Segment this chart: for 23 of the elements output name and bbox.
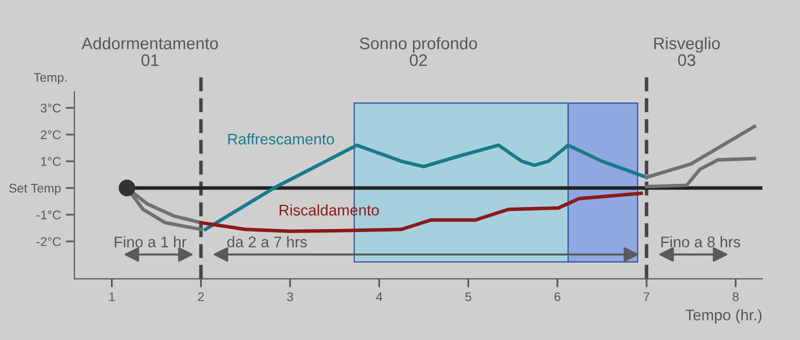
text: Risveglio 03 [654, 37, 720, 66]
annotation: Fino a 8 hrs [661, 236, 740, 248]
y-tick-label: 3°C [40, 104, 61, 112]
x-tick-label: 6 [554, 292, 560, 302]
x-tick-label: 2 [198, 292, 204, 302]
annotation: da 2 a 7 hrs [227, 236, 307, 248]
text: Addormentamento 01 [82, 37, 218, 66]
x-tick-label: 1 [109, 292, 115, 302]
y-tick-label: -2°C [36, 237, 61, 246]
y-tick-label: Set Temp [9, 184, 61, 196]
x-axis-title: Tempo (hr.) [685, 309, 762, 324]
annotation: Fino a 1 hr [114, 236, 186, 248]
x-tick-label: 4 [376, 292, 382, 302]
y-tick-label: 1°C [41, 157, 61, 166]
text: Sonno profondo 02 [360, 37, 478, 66]
y-axis-title: Temp. [34, 73, 66, 84]
y-tick-label: 2°C [40, 130, 61, 140]
x-tick-label: 7 [644, 292, 650, 302]
x-tick-label: 5 [465, 292, 472, 302]
x-tick-label: 8 [732, 292, 739, 302]
y-tick-label: -1°C [36, 210, 61, 220]
x-tick-label: 3 [287, 292, 293, 302]
series-label: Raffrescamento [228, 133, 334, 145]
